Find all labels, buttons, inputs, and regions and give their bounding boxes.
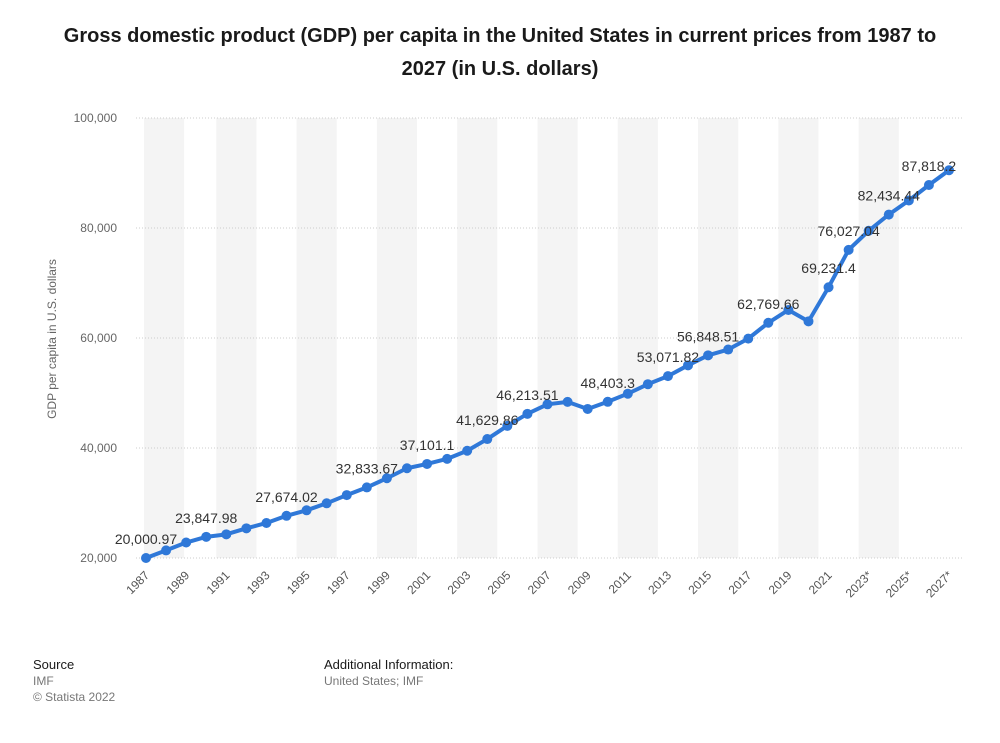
x-tick-label: 2015 (685, 568, 714, 597)
x-tick-label: 2001 (404, 568, 433, 597)
data-point (562, 396, 573, 407)
data-point (923, 179, 934, 190)
source-heading: Source (33, 657, 75, 672)
x-tick-label: 2021 (806, 568, 835, 597)
data-point (301, 505, 312, 516)
x-tick-label: 2023* (843, 568, 875, 600)
data-label: 62,769.66 (737, 296, 799, 312)
data-point (422, 458, 433, 469)
data-point (823, 282, 834, 293)
data-point (743, 333, 754, 344)
data-point (522, 408, 533, 419)
y-tick-label: 80,000 (80, 221, 117, 235)
data-point (442, 453, 453, 464)
data-point (642, 379, 653, 390)
data-point (181, 537, 192, 548)
data-point (502, 420, 513, 431)
data-point (723, 344, 734, 355)
x-tick-label: 2027* (923, 568, 955, 600)
chart-title: Gross domestic product (GDP) per capita … (63, 25, 937, 80)
data-point (361, 482, 372, 493)
x-tick-label: 2019 (766, 568, 795, 597)
source-block: Source IMF © Statista 2022 (33, 657, 115, 705)
data-label: 37,101.1 (400, 437, 455, 453)
y-tick-label: 100,000 (74, 111, 118, 125)
x-tick-label: 2025* (883, 568, 915, 600)
info-heading: Additional Information: (324, 657, 454, 672)
data-point (241, 523, 252, 534)
x-tick-label: 2007 (525, 568, 554, 597)
data-point (683, 360, 694, 371)
data-point (903, 195, 914, 206)
data-point (783, 304, 794, 315)
source-name: IMF (33, 674, 54, 688)
data-point (602, 396, 613, 407)
x-tick-label: 2013 (645, 568, 674, 597)
data-label: 27,674.02 (255, 489, 317, 505)
x-tick-label: 1989 (163, 568, 192, 597)
x-tick-label: 2017 (726, 568, 755, 597)
data-point (401, 463, 412, 474)
data-labels: 20,000.97 23,847.98 27,674.02 32,833.6737,1… (115, 158, 957, 547)
data-label: 20,000.97 (115, 531, 177, 547)
data-point (622, 388, 633, 399)
data-label: 48,403.3 (580, 375, 635, 391)
data-point (883, 209, 894, 220)
data-point (703, 350, 714, 361)
data-point (321, 498, 332, 509)
data-point (863, 225, 874, 236)
y-tick-label: 20,000 (80, 551, 117, 565)
x-axis-ticks: 1987 1989 1991 1993 1995 1997 1999 2001 2003 2005… (123, 568, 955, 600)
data-point (161, 545, 172, 556)
x-tick-label: 2003 (445, 568, 474, 597)
y-tick-label: 60,000 (80, 331, 117, 345)
x-tick-label: 2011 (606, 568, 634, 596)
x-tick-label: 2009 (565, 568, 594, 597)
data-point (201, 531, 212, 542)
band (216, 118, 257, 558)
data-point (281, 510, 292, 521)
data-label: 46,213.51 (496, 387, 558, 403)
data-point (803, 316, 814, 327)
y-tick-label: 40,000 (80, 441, 117, 455)
y-axis-ticks: 20,000 40,000 60,000 80,000 100,000 (74, 111, 118, 565)
data-label: 41,629.86 (456, 412, 518, 428)
x-tick-label: 2005 (485, 568, 514, 597)
data-point (462, 445, 473, 456)
data-label: 53,071.82 (637, 349, 699, 365)
series-gdp-per-capita (141, 165, 954, 563)
data-label: 69,231.4 (801, 260, 856, 276)
x-tick-label: 1993 (244, 568, 273, 597)
x-tick-label: 1999 (364, 568, 393, 597)
y-axis-label: GDP per capita in U.S. dollars (45, 259, 59, 419)
data-point (542, 399, 553, 410)
data-point (944, 165, 954, 176)
additional-info-block: Additional Information: United States; I… (324, 657, 453, 689)
data-point (843, 244, 854, 255)
band (144, 118, 185, 558)
x-tick-label: 1987 (123, 568, 152, 597)
info-text: United States; IMF (324, 674, 424, 688)
data-point (582, 403, 593, 414)
data-label: 87,818.2 (902, 158, 957, 174)
data-label: 56,848.51 (677, 328, 739, 344)
data-point (381, 473, 392, 484)
data-point (261, 517, 272, 528)
data-point (141, 552, 151, 563)
data-point (221, 529, 232, 540)
data-point (482, 434, 493, 445)
x-tick-label: 1995 (284, 568, 313, 597)
data-point (662, 371, 673, 382)
x-tick-label: 1997 (324, 568, 353, 597)
data-label: 82,434.44 (858, 188, 920, 204)
data-label: 76,027.04 (817, 223, 879, 239)
data-point (763, 317, 774, 328)
data-point (341, 490, 352, 501)
band (376, 118, 418, 558)
data-label: 23,847.98 (175, 510, 237, 526)
copyright: © Statista 2022 (33, 690, 116, 704)
x-tick-label: 1991 (204, 568, 233, 597)
data-label: 32,833.67 (336, 460, 398, 476)
